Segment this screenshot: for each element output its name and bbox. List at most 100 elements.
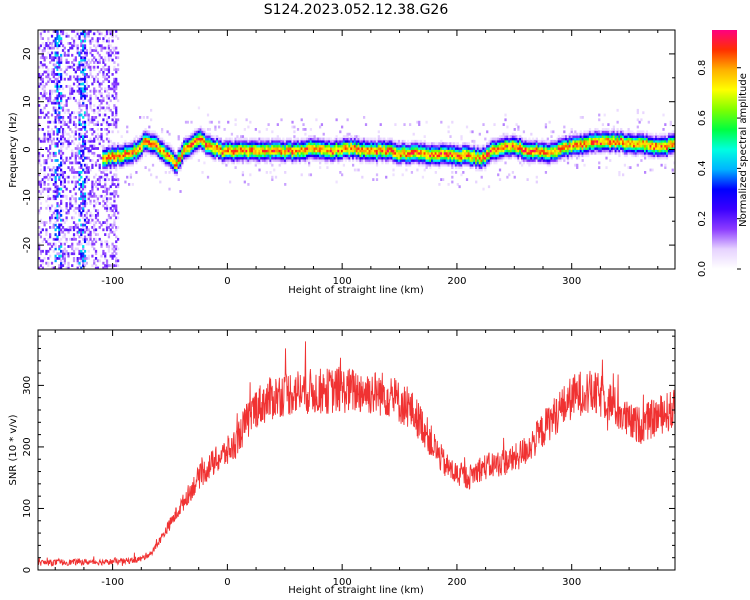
spectrogram-cell — [168, 159, 171, 162]
spectrogram-cell — [300, 118, 303, 122]
spectrogram-cell — [67, 51, 70, 55]
spectrogram-cell — [388, 144, 392, 148]
spectrogram-cell — [471, 161, 474, 165]
spectrogram-cell — [577, 142, 581, 146]
spectrogram-cell — [234, 159, 237, 162]
spectrogram-cell — [91, 245, 94, 248]
spectrogram-cell — [269, 144, 272, 148]
spectrogram-cell — [311, 135, 314, 138]
spectrogram-cell — [506, 156, 509, 160]
spectrogram-cell — [295, 161, 298, 165]
spectrogram-cell — [579, 149, 582, 153]
spectrogram-cell — [214, 128, 217, 131]
spectrogram-cell — [52, 154, 55, 158]
spectrogram-cell — [476, 168, 480, 172]
spectrogram-cell — [82, 82, 85, 86]
spectrogram-cell — [83, 192, 87, 196]
spectrogram-cell — [47, 101, 50, 105]
spectrogram-cell — [102, 113, 105, 117]
spectrogram-cell — [82, 230, 85, 234]
spectrogram-cell — [487, 142, 491, 146]
spectrogram-cell — [539, 159, 542, 162]
spectrogram-cell — [107, 130, 111, 134]
spectrogram-cell — [364, 147, 368, 150]
spectrogram-cell — [63, 242, 66, 246]
spectrogram-cell — [72, 252, 76, 256]
spectrogram-cell — [54, 209, 57, 213]
spectrogram-cell — [254, 142, 257, 146]
spectrogram-cell — [302, 154, 305, 158]
spectrogram-cell — [601, 147, 605, 150]
spectrogram-cell — [87, 242, 90, 246]
spectrogram-cell — [87, 166, 90, 169]
spectrogram-cell — [469, 130, 472, 134]
spectrogram-cell — [117, 156, 120, 160]
spectrogram-cell — [69, 202, 72, 205]
spectrogram-cell — [568, 137, 571, 141]
spectrogram-cell — [61, 257, 65, 260]
spectrogram-cell — [436, 156, 439, 160]
spectrogram-cell — [78, 51, 81, 55]
spectrogram-cell — [464, 163, 467, 167]
spectrogram-cell — [76, 230, 79, 234]
spectrogram-cell — [364, 161, 368, 165]
spectrogram-cell — [258, 147, 261, 150]
spectrogram-cell — [144, 154, 147, 158]
spectrogram-cell — [622, 151, 625, 155]
spectrogram-cell — [85, 108, 88, 112]
spectrogram-cell — [197, 142, 201, 146]
spectrogram-cell — [234, 142, 237, 146]
spectrogram-cell — [105, 128, 109, 131]
spectrogram-cell — [192, 135, 195, 138]
spectrogram-cell — [577, 137, 581, 141]
spectrogram-cell — [462, 171, 465, 174]
spectrogram-cell — [181, 163, 184, 167]
spectrogram-cell — [489, 142, 493, 146]
spectrogram-cell — [539, 139, 542, 143]
spectrogram-cell — [60, 101, 63, 105]
spectrogram-cell — [603, 130, 606, 134]
spectrogram-cell — [74, 132, 77, 136]
spectrogram-cell — [205, 137, 208, 141]
spectrogram-cell — [58, 175, 61, 179]
spectrogram-cell — [238, 154, 241, 158]
spectrogram-cell — [570, 130, 573, 134]
spectrogram-cell — [577, 144, 581, 148]
spectrogram-cell — [60, 99, 63, 103]
spectrogram-cell — [385, 149, 388, 153]
spectrogram-cell — [370, 156, 373, 160]
spectrogram-cell — [252, 142, 256, 146]
spectrogram-cell — [274, 151, 278, 155]
spectrogram-cell — [563, 154, 566, 158]
spectrogram-cell — [49, 168, 52, 172]
spectrogram-cell — [60, 254, 63, 258]
spectrogram-cell — [58, 192, 61, 196]
spectrogram-cell — [72, 168, 76, 172]
spectrogram-cell — [83, 156, 87, 160]
spectrogram-cell — [83, 142, 87, 146]
spectrogram-cell — [164, 171, 167, 174]
spectrogram-cell — [476, 163, 480, 167]
spectrogram-cell — [464, 151, 467, 155]
spectrogram-cell — [555, 144, 559, 148]
spectrogram-cell — [78, 113, 81, 117]
spectrogram-cell — [96, 187, 100, 191]
spectrogram-cell — [454, 154, 458, 158]
spectrogram-cell — [486, 163, 489, 167]
spectrogram-cell — [105, 223, 109, 227]
spectrogram-cell — [58, 106, 61, 110]
spectrogram-cell — [557, 151, 560, 155]
spectrogram-cell — [249, 139, 252, 143]
spectrogram-cell — [469, 144, 472, 148]
spectrogram-cell — [300, 137, 303, 141]
spectrogram-cell — [67, 96, 70, 100]
spectrogram-cell — [52, 151, 55, 155]
spectrogram-cell — [355, 139, 358, 143]
spectrogram-cell — [67, 108, 70, 112]
spectrogram-cell — [410, 147, 414, 150]
spectrogram-cell — [245, 142, 248, 146]
spectrogram-cell — [322, 154, 325, 158]
spectrogram-cell — [285, 137, 289, 141]
spectrogram-cell — [80, 194, 83, 198]
spectrogram-cell — [80, 89, 83, 93]
